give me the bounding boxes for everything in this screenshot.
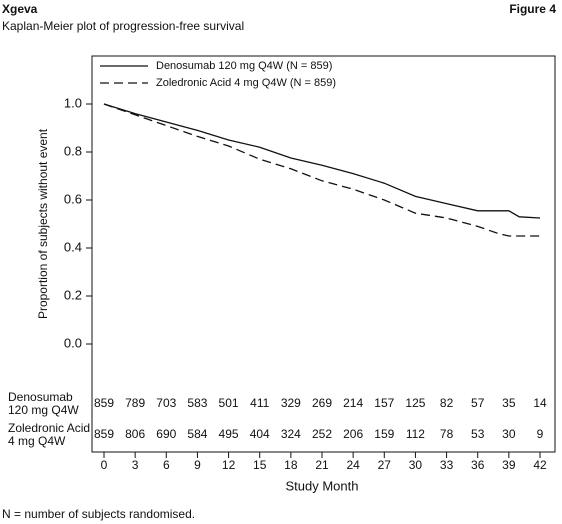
at-risk-value: 125: [405, 396, 425, 410]
x-tick-label: 18: [284, 458, 298, 472]
x-tick-label: 33: [440, 458, 454, 472]
at-risk-value: 9: [537, 427, 544, 441]
legend-label: Denosumab 120 mg Q4W (N = 859): [156, 60, 332, 72]
at-risk-value: 214: [343, 396, 363, 410]
chart-title: Kaplan-Meier plot of progression-free su…: [2, 19, 244, 33]
at-risk-value: 806: [125, 427, 145, 441]
y-tick-label: 1.0: [64, 95, 82, 110]
at-risk-value: 411: [250, 396, 269, 410]
x-tick-label: 0: [101, 458, 108, 472]
at-risk-value: 252: [312, 427, 332, 441]
at-risk-value: 35: [502, 396, 516, 410]
at-risk-value: 206: [343, 427, 363, 441]
at-risk-value: 859: [94, 427, 114, 441]
series-line: [103, 103, 541, 219]
series-line: [103, 103, 540, 237]
at-risk-label: 4 mg Q4W: [8, 434, 66, 448]
x-tick-label: 9: [194, 458, 201, 472]
at-risk-value: 82: [440, 396, 454, 410]
x-tick-label: 42: [533, 458, 547, 472]
x-tick-label: 36: [471, 458, 485, 472]
x-tick-label: 6: [163, 458, 170, 472]
x-tick-label: 21: [315, 458, 329, 472]
y-tick-label: 0.4: [64, 239, 82, 254]
at-risk-value: 690: [156, 427, 176, 441]
y-tick-label: 0.0: [64, 335, 82, 350]
at-risk-value: 159: [374, 427, 394, 441]
x-tick-label: 27: [378, 458, 392, 472]
at-risk-value: 157: [374, 396, 394, 410]
at-risk-value: 78: [440, 427, 454, 441]
x-tick-label: 12: [222, 458, 236, 472]
at-risk-value: 584: [187, 427, 207, 441]
y-tick-label: 0.6: [64, 191, 82, 206]
header: Xgeva: [2, 2, 38, 16]
legend-label: Zoledronic Acid 4 mg Q4W (N = 859): [156, 77, 336, 89]
x-tick-label: 39: [502, 458, 516, 472]
at-risk-value: 583: [187, 396, 207, 410]
x-axis-label: Study Month: [286, 478, 359, 493]
x-tick-label: 24: [346, 458, 360, 472]
at-risk-value: 495: [219, 427, 239, 441]
at-risk-value: 14: [533, 396, 547, 410]
x-tick-label: 3: [132, 458, 139, 472]
at-risk-value: 57: [471, 396, 485, 410]
at-risk-label: Zoledronic Acid: [8, 421, 90, 435]
x-tick-label: 30: [409, 458, 423, 472]
at-risk-value: 404: [250, 427, 270, 441]
at-risk-value: 269: [312, 396, 332, 410]
at-risk-label: 120 mg Q4W: [8, 403, 79, 417]
at-risk-value: 30: [502, 427, 516, 441]
footnote: N = number of subjects randomised.: [2, 507, 195, 521]
at-risk-value: 329: [281, 396, 301, 410]
x-tick-label: 15: [253, 458, 267, 472]
plot-frame: [91, 55, 556, 453]
at-risk-value: 789: [125, 396, 145, 410]
at-risk-value: 703: [156, 396, 176, 410]
y-tick-label: 0.8: [64, 143, 82, 158]
at-risk-value: 324: [281, 427, 301, 441]
at-risk-value: 112: [406, 427, 425, 441]
at-risk-value: 859: [94, 396, 114, 410]
figure-label: Figure 4: [509, 2, 556, 16]
y-axis-label: Proportion of subjects without event: [36, 128, 50, 319]
at-risk-value: 53: [471, 427, 485, 441]
at-risk-value: 501: [219, 396, 239, 410]
at-risk-label: Denosumab: [8, 390, 73, 404]
y-tick-label: 0.2: [64, 287, 82, 302]
